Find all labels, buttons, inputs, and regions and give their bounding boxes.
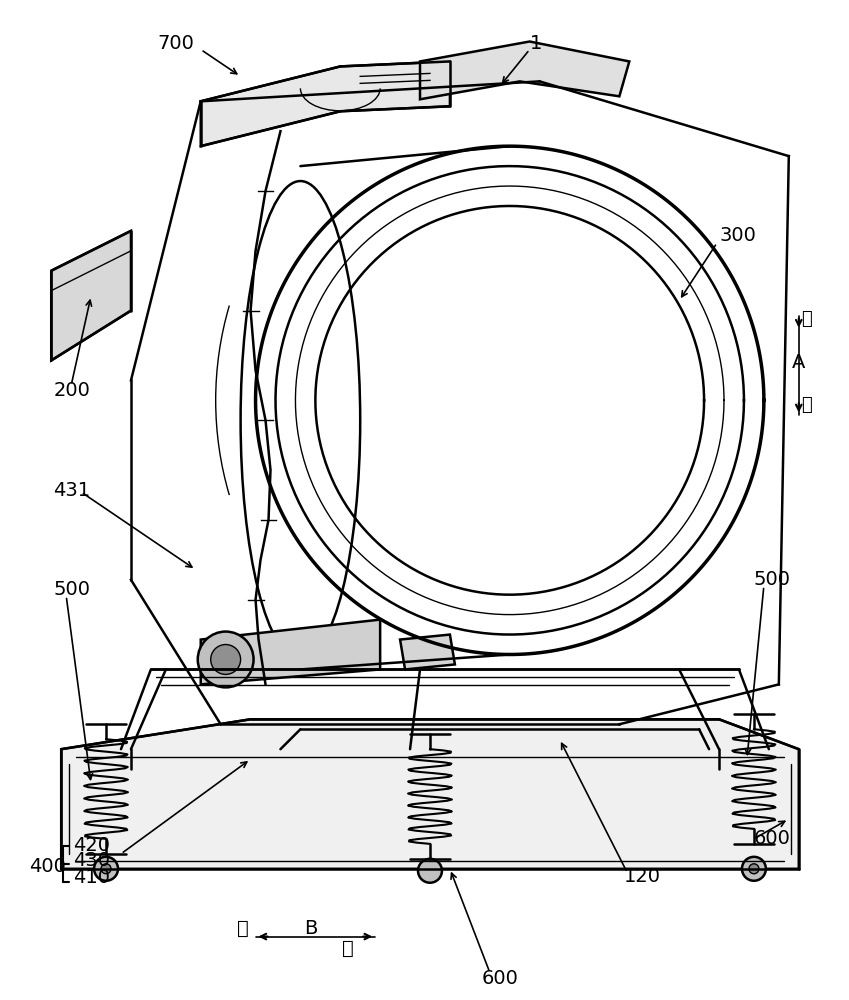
Circle shape (101, 864, 111, 874)
Circle shape (211, 645, 240, 674)
Text: 200: 200 (53, 381, 90, 400)
Polygon shape (61, 719, 799, 869)
Text: 410: 410 (73, 868, 110, 887)
Text: A: A (792, 353, 806, 372)
Text: 前: 前 (342, 939, 354, 958)
Text: 431: 431 (53, 481, 90, 500)
Text: 300: 300 (719, 226, 756, 245)
Polygon shape (420, 42, 629, 99)
Text: 后: 后 (237, 919, 249, 938)
Text: 500: 500 (754, 570, 791, 589)
Polygon shape (200, 620, 380, 684)
Text: 600: 600 (754, 829, 790, 848)
Circle shape (418, 859, 442, 883)
Polygon shape (200, 61, 450, 146)
Text: B: B (304, 919, 317, 938)
Text: 1: 1 (530, 34, 542, 53)
Text: 600: 600 (481, 969, 518, 988)
Text: 下: 下 (801, 396, 812, 414)
Text: 700: 700 (157, 34, 194, 53)
Polygon shape (400, 635, 455, 669)
Text: 上: 上 (801, 310, 812, 328)
Circle shape (749, 864, 759, 874)
Circle shape (94, 857, 118, 881)
Circle shape (198, 632, 254, 687)
Polygon shape (51, 231, 131, 360)
Text: 500: 500 (53, 580, 90, 599)
Circle shape (742, 857, 766, 881)
Text: 430: 430 (73, 851, 110, 870)
Text: 120: 120 (624, 867, 661, 886)
Text: 420: 420 (73, 836, 110, 855)
Text: 400: 400 (30, 857, 66, 876)
